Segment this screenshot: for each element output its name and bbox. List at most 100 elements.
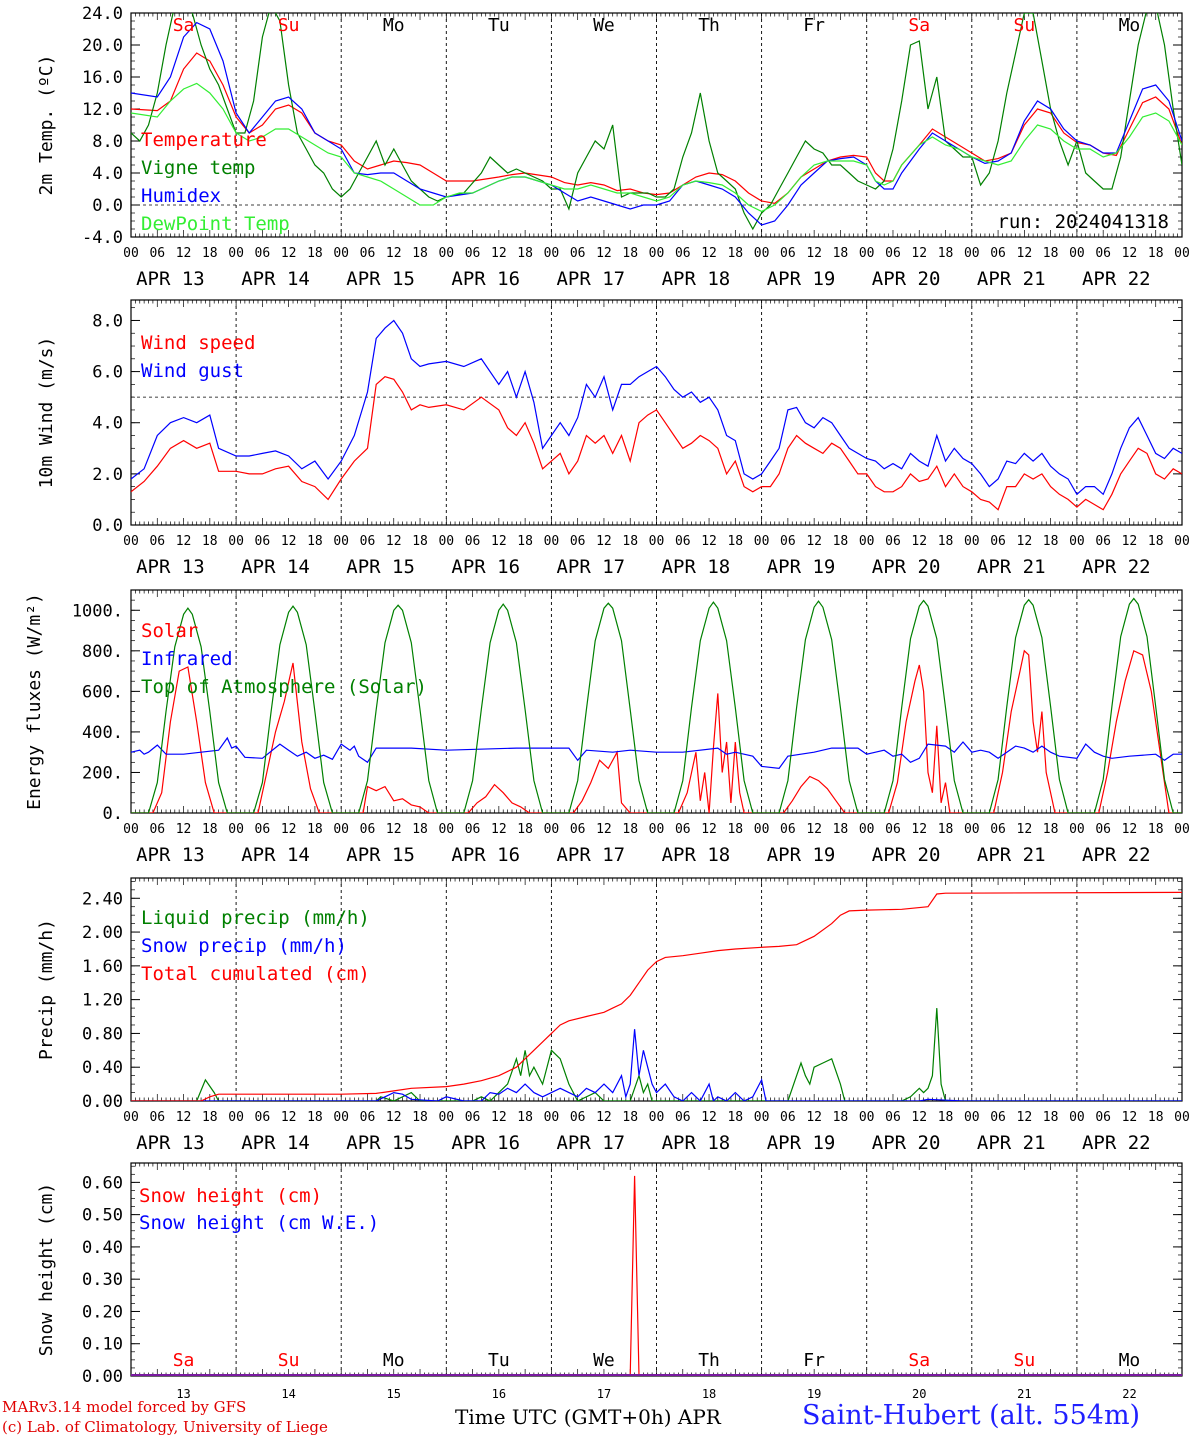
date-label: APR 16 xyxy=(451,1132,520,1154)
day-name-label: Th xyxy=(698,1350,720,1371)
y-tick-label: 6.0 xyxy=(92,363,123,383)
hour-tick-label: 18 xyxy=(622,1110,638,1125)
hour-tick-label: 12 xyxy=(911,822,927,837)
hour-tick-label: 18 xyxy=(412,246,428,261)
hour-tick-label: 12 xyxy=(491,246,507,261)
hour-tick-label: 18 xyxy=(1043,1110,1059,1125)
day-number-label: 20 xyxy=(912,1387,926,1401)
hour-tick-label: 00 xyxy=(228,246,244,261)
hour-tick-label: 18 xyxy=(622,822,638,837)
run-label: run: 2024041318 xyxy=(997,211,1169,233)
date-label: APR 19 xyxy=(767,1132,836,1154)
y-axis-label: Energy fluxes (W/m²) xyxy=(24,593,45,810)
panel-frame xyxy=(130,589,1183,814)
hour-tick-label: 06 xyxy=(1095,1110,1111,1125)
date-label: APR 19 xyxy=(767,268,836,290)
y-tick-label: 1000. xyxy=(72,601,123,621)
hour-tick-label: 12 xyxy=(596,822,612,837)
day-number-label: 19 xyxy=(807,1387,821,1401)
hour-tick-label: 12 xyxy=(806,534,822,549)
time-axis-title: Time UTC (GMT+0h) APR xyxy=(455,1405,721,1429)
series-line-wind-gust xyxy=(131,319,1182,496)
hour-tick-label: 12 xyxy=(491,1110,507,1125)
date-label: APR 16 xyxy=(451,844,520,866)
panel-frame xyxy=(130,299,1183,526)
day-name-label: Sa xyxy=(908,1350,930,1371)
date-label: APR 20 xyxy=(872,844,941,866)
hour-tick-label: 00 xyxy=(228,822,244,837)
y-tick-label: 0. xyxy=(103,804,123,824)
y-axis-label: Snow height (cm) xyxy=(36,1183,57,1356)
day-name-label: Mo xyxy=(383,1350,405,1371)
hour-tick-label: 06 xyxy=(465,1110,481,1125)
date-label: APR 13 xyxy=(136,268,205,290)
series-line-liquid-precip-mm-h- xyxy=(131,1008,1182,1101)
date-label: APR 22 xyxy=(1082,268,1151,290)
hour-tick-label: 18 xyxy=(1148,822,1164,837)
date-label: APR 13 xyxy=(136,844,205,866)
hour-tick-label: 18 xyxy=(938,534,954,549)
hour-tick-label: 18 xyxy=(1043,534,1059,549)
series-line-vigne-temp xyxy=(131,13,1182,231)
date-label: APR 15 xyxy=(346,556,415,578)
hour-tick-label: 12 xyxy=(596,1110,612,1125)
y-tick-label: 12.0 xyxy=(82,100,123,120)
hour-tick-label: 00 xyxy=(544,246,560,261)
hour-tick-label: 00 xyxy=(649,534,665,549)
hour-tick-label: 12 xyxy=(1017,246,1033,261)
day-name-label: Mo xyxy=(1119,15,1141,36)
hour-tick-label: 06 xyxy=(780,246,796,261)
y-tick-label: 0.30 xyxy=(82,1270,123,1290)
hour-tick-label: 00 xyxy=(228,534,244,549)
hour-tick-label: 06 xyxy=(780,534,796,549)
hour-tick-label: 18 xyxy=(1148,246,1164,261)
date-label: APR 21 xyxy=(977,1132,1046,1154)
day-name-label: Su xyxy=(278,15,300,36)
panel-temperature xyxy=(130,12,1183,238)
hour-tick-label: 12 xyxy=(281,534,297,549)
day-name-label: Mo xyxy=(1119,1350,1141,1371)
hour-tick-label: 00 xyxy=(964,246,980,261)
hour-tick-label: 00 xyxy=(859,822,875,837)
date-label: APR 17 xyxy=(556,268,625,290)
date-label: APR 15 xyxy=(346,844,415,866)
hour-tick-label: 00 xyxy=(754,822,770,837)
hour-tick-label: 00 xyxy=(123,822,139,837)
hour-tick-label: 18 xyxy=(833,534,849,549)
hour-tick-label: 12 xyxy=(911,246,927,261)
hour-tick-label: 00 xyxy=(754,1110,770,1125)
date-label: APR 14 xyxy=(241,268,310,290)
hour-tick-label: 12 xyxy=(806,822,822,837)
hour-tick-label: 18 xyxy=(517,534,533,549)
hour-tick-label: 06 xyxy=(465,534,481,549)
day-name-label: Su xyxy=(278,1350,300,1371)
date-label: APR 16 xyxy=(451,268,520,290)
date-label: APR 15 xyxy=(346,268,415,290)
hour-tick-label: 00 xyxy=(123,1110,139,1125)
hour-tick-label: 18 xyxy=(727,246,743,261)
hour-tick-label: 06 xyxy=(149,246,165,261)
date-label: APR 14 xyxy=(241,844,310,866)
hour-tick-label: 06 xyxy=(465,246,481,261)
time-axis-label: Time UTC (GMT+0h) xyxy=(455,1405,672,1429)
series-line-infrared xyxy=(131,736,1182,770)
hour-tick-label: 12 xyxy=(701,534,717,549)
y-tick-label: -4.0 xyxy=(82,228,123,248)
hour-tick-label: 00 xyxy=(438,246,454,261)
date-label: APR 17 xyxy=(556,556,625,578)
hour-tick-label: 00 xyxy=(754,534,770,549)
hour-tick-label: 06 xyxy=(255,246,271,261)
date-label: APR 18 xyxy=(662,556,731,578)
hour-tick-label: 00 xyxy=(123,534,139,549)
hour-tick-label: 18 xyxy=(727,1110,743,1125)
y-tick-label: 200. xyxy=(82,763,123,783)
hour-tick-label: 06 xyxy=(885,246,901,261)
hour-tick-label: 12 xyxy=(806,246,822,261)
hour-tick-label: 06 xyxy=(885,822,901,837)
hour-tick-label: 06 xyxy=(990,1110,1006,1125)
hour-tick-label: 12 xyxy=(1122,1110,1138,1125)
hour-tick-label: 06 xyxy=(465,822,481,837)
hour-tick-label: 12 xyxy=(176,822,192,837)
y-tick-label: 0.10 xyxy=(82,1335,123,1355)
hour-tick-label: 00 xyxy=(1174,822,1190,837)
